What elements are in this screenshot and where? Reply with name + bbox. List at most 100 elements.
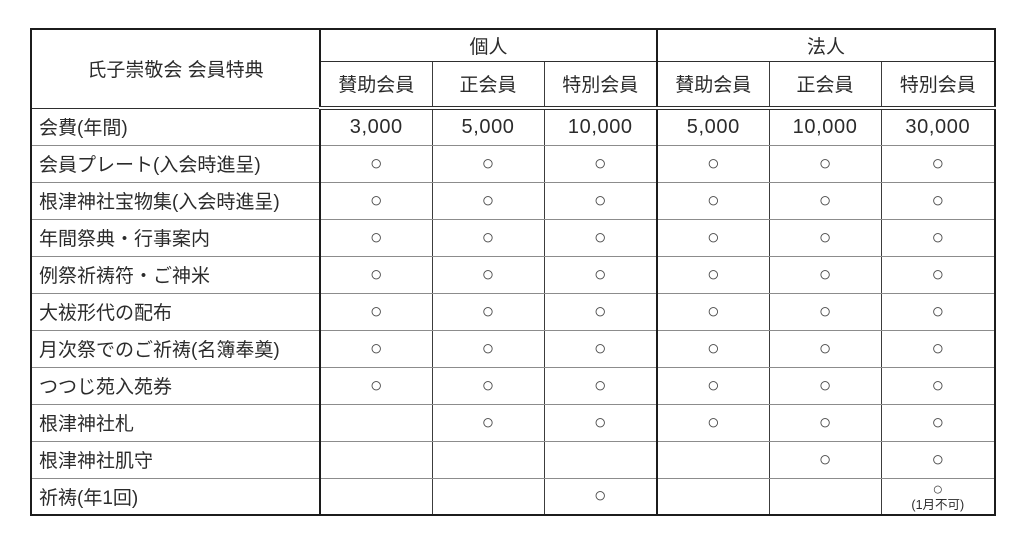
empty-cell bbox=[319, 403, 433, 442]
included-mark-cell: ○ bbox=[656, 329, 770, 368]
included-mark-cell: ○ bbox=[543, 181, 658, 220]
included-mark-cell: ○ (1月不可) bbox=[880, 477, 996, 516]
table-row: 会費(年間) 3,000 5,000 10,000 5,000 10,000 30,000 bbox=[30, 107, 996, 146]
row-label: 会員プレート(入会時進呈) bbox=[30, 144, 321, 183]
empty-cell bbox=[319, 440, 433, 479]
table-row: 月次祭でのご祈祷(名簿奉奠) ○ ○ ○ ○ ○ ○ bbox=[30, 329, 996, 368]
empty-cell bbox=[543, 440, 658, 479]
included-mark-cell: ○ bbox=[768, 366, 882, 405]
row-label: 例祭祈祷符・ご神米 bbox=[30, 255, 321, 294]
included-mark-cell: ○ bbox=[768, 181, 882, 220]
included-mark-cell: ○ bbox=[319, 292, 433, 331]
fee-cell: 5,000 bbox=[656, 107, 770, 146]
col-header-corporate-special: 特別会員 bbox=[880, 60, 996, 110]
included-mark-cell: ○ bbox=[543, 144, 658, 183]
included-mark: ○ bbox=[932, 478, 944, 499]
row-label: 根津神社札 bbox=[30, 403, 321, 442]
included-mark-cell: ○ bbox=[768, 329, 882, 368]
included-mark-cell: ○ bbox=[431, 366, 545, 405]
included-mark-cell: ○ bbox=[319, 366, 433, 405]
included-mark-cell: ○ bbox=[768, 292, 882, 331]
membership-benefits-table: 氏子崇敬会 会員特典 個人 法人 賛助会員 正会員 特別会員 賛助会員 正会員 … bbox=[30, 28, 997, 516]
fee-cell: 10,000 bbox=[543, 107, 658, 146]
table-row: 大祓形代の配布 ○ ○ ○ ○ ○ ○ bbox=[30, 292, 996, 331]
table-row: つつじ苑入苑券 ○ ○ ○ ○ ○ ○ bbox=[30, 366, 996, 405]
included-mark-cell: ○ bbox=[880, 218, 996, 257]
empty-cell bbox=[656, 477, 770, 516]
included-mark-cell: ○ bbox=[319, 329, 433, 368]
col-header-corporate-supporting: 賛助会員 bbox=[656, 60, 770, 110]
row-label: つつじ苑入苑券 bbox=[30, 366, 321, 405]
table-row: 年間祭典・行事案内 ○ ○ ○ ○ ○ ○ bbox=[30, 218, 996, 257]
row-label: 祈祷(年1回) bbox=[30, 477, 321, 516]
included-mark-cell: ○ bbox=[768, 218, 882, 257]
included-mark-cell: ○ bbox=[543, 329, 658, 368]
row-label: 大祓形代の配布 bbox=[30, 292, 321, 331]
included-mark-cell: ○ bbox=[880, 181, 996, 220]
table-row: 会員プレート(入会時進呈) ○ ○ ○ ○ ○ ○ bbox=[30, 144, 996, 183]
col-header-individual-regular: 正会員 bbox=[431, 60, 545, 110]
included-mark-cell: ○ bbox=[880, 329, 996, 368]
included-mark-cell: ○ bbox=[880, 144, 996, 183]
empty-cell bbox=[431, 477, 545, 516]
fee-cell: 5,000 bbox=[431, 107, 545, 146]
restriction-note: (1月不可) bbox=[911, 497, 965, 512]
table-row: 根津神社肌守 ○ ○ bbox=[30, 440, 996, 479]
included-mark-cell: ○ bbox=[543, 255, 658, 294]
col-header-individual-special: 特別会員 bbox=[543, 60, 658, 110]
table-row: 根津神社宝物集(入会時進呈) ○ ○ ○ ○ ○ ○ bbox=[30, 181, 996, 220]
included-mark-cell: ○ bbox=[656, 403, 770, 442]
fee-cell: 3,000 bbox=[319, 107, 433, 146]
group-header-corporate: 法人 bbox=[656, 28, 996, 62]
included-mark-cell: ○ bbox=[768, 440, 882, 479]
included-mark-cell: ○ bbox=[543, 218, 658, 257]
included-mark-cell: ○ bbox=[768, 255, 882, 294]
included-mark-cell: ○ bbox=[880, 440, 996, 479]
included-mark-cell: ○ bbox=[543, 477, 658, 516]
included-mark-cell: ○ bbox=[656, 255, 770, 294]
included-mark-cell: ○ bbox=[431, 218, 545, 257]
included-mark-cell: ○ bbox=[656, 218, 770, 257]
included-mark-cell: ○ bbox=[431, 181, 545, 220]
included-mark-cell: ○ bbox=[319, 144, 433, 183]
included-mark-cell: ○ bbox=[543, 403, 658, 442]
row-label: 根津神社肌守 bbox=[30, 440, 321, 479]
included-mark-cell: ○ bbox=[768, 403, 882, 442]
row-label: 年間祭典・行事案内 bbox=[30, 218, 321, 257]
col-header-corporate-regular: 正会員 bbox=[768, 60, 882, 110]
included-mark-cell: ○ bbox=[319, 181, 433, 220]
empty-cell bbox=[319, 477, 433, 516]
included-mark-cell: ○ bbox=[880, 292, 996, 331]
empty-cell bbox=[431, 440, 545, 479]
included-mark-cell: ○ bbox=[431, 329, 545, 368]
table-body: 会費(年間) 3,000 5,000 10,000 5,000 10,000 30,000 会… bbox=[30, 107, 996, 516]
included-mark-cell: ○ bbox=[656, 144, 770, 183]
empty-cell bbox=[768, 477, 882, 516]
included-mark-cell: ○ bbox=[543, 292, 658, 331]
empty-cell bbox=[656, 440, 770, 479]
col-header-individual-supporting: 賛助会員 bbox=[319, 60, 433, 110]
included-mark-cell: ○ bbox=[880, 255, 996, 294]
table-row: 根津神社札 ○ ○ ○ ○ ○ bbox=[30, 403, 996, 442]
table-row: 例祭祈祷符・ご神米 ○ ○ ○ ○ ○ ○ bbox=[30, 255, 996, 294]
row-label: 会費(年間) bbox=[30, 107, 321, 146]
included-mark-cell: ○ bbox=[431, 144, 545, 183]
included-mark-cell: ○ bbox=[656, 366, 770, 405]
included-mark-cell: ○ bbox=[543, 366, 658, 405]
table-header: 氏子崇敬会 会員特典 個人 法人 賛助会員 正会員 特別会員 賛助会員 正会員 … bbox=[30, 28, 996, 110]
table-row: 祈祷(年1回) ○ ○ (1月不可) bbox=[30, 477, 996, 516]
row-label: 根津神社宝物集(入会時進呈) bbox=[30, 181, 321, 220]
group-header-individual: 個人 bbox=[318, 28, 658, 62]
fee-cell: 10,000 bbox=[768, 107, 882, 146]
included-mark-cell: ○ bbox=[656, 181, 770, 220]
table-title-cell: 氏子崇敬会 会員特典 bbox=[30, 28, 321, 109]
member-type-header-row: 賛助会員 正会員 特別会員 賛助会員 正会員 特別会員 bbox=[31, 60, 996, 110]
included-mark-cell: ○ bbox=[431, 403, 545, 442]
included-mark-cell: ○ bbox=[880, 366, 996, 405]
fee-cell: 30,000 bbox=[880, 107, 996, 146]
included-mark-cell: ○ bbox=[656, 292, 770, 331]
group-header-row: 氏子崇敬会 会員特典 個人 法人 bbox=[30, 28, 996, 109]
row-label: 月次祭でのご祈祷(名簿奉奠) bbox=[30, 329, 321, 368]
included-mark-cell: ○ bbox=[431, 292, 545, 331]
